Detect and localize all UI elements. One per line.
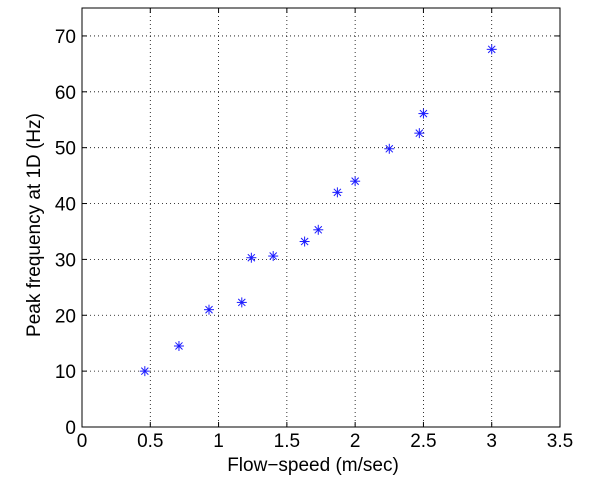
y-tick-label: 0 bbox=[65, 418, 76, 439]
y-tick-label: 60 bbox=[55, 83, 76, 104]
x-tick-label: 2 bbox=[350, 431, 361, 452]
x-tick-label: 1 bbox=[213, 431, 224, 452]
axis-ticks bbox=[81, 8, 561, 428]
data-point-asterisk bbox=[414, 128, 425, 139]
asterisk-stroke bbox=[487, 45, 496, 54]
x-tick-label: 0 bbox=[77, 431, 88, 452]
data-point-asterisk bbox=[418, 108, 429, 119]
x-axis-tick-labels: 0 0.5 1 1.5 2 2.5 3 3.5 bbox=[77, 431, 574, 452]
asterisk-stroke bbox=[175, 342, 183, 350]
asterisk-stroke bbox=[300, 237, 309, 246]
asterisk-stroke bbox=[140, 367, 149, 376]
data-point-asterisk bbox=[313, 224, 324, 235]
asterisk-stroke bbox=[205, 305, 213, 314]
asterisk-stroke bbox=[385, 144, 394, 153]
x-tick-label: 2.5 bbox=[410, 431, 436, 452]
asterisk-stroke bbox=[247, 253, 256, 262]
asterisk-stroke bbox=[269, 252, 278, 260]
data-point-asterisk bbox=[204, 304, 215, 315]
asterisk-stroke bbox=[415, 129, 424, 138]
data-point-asterisk bbox=[246, 252, 257, 263]
y-tick-label: 50 bbox=[55, 139, 76, 160]
y-tick-label: 40 bbox=[55, 195, 76, 216]
y-tick-label: 70 bbox=[55, 27, 76, 48]
asterisk-stroke bbox=[419, 109, 428, 118]
data-point-asterisk bbox=[384, 143, 395, 154]
y-tick-label: 10 bbox=[55, 362, 76, 383]
data-points bbox=[139, 44, 497, 377]
asterisk-stroke bbox=[351, 177, 360, 186]
x-tick-label: 1.5 bbox=[274, 431, 300, 452]
plot-area-frame bbox=[81, 7, 561, 428]
y-tick-label: 30 bbox=[55, 250, 76, 271]
asterisk-stroke bbox=[333, 188, 342, 197]
x-tick-label: 3.5 bbox=[547, 431, 573, 452]
data-point-asterisk bbox=[486, 44, 497, 55]
asterisk-stroke bbox=[314, 225, 323, 234]
x-axis-label: Flow−speed (m/sec) bbox=[227, 455, 399, 476]
y-axis-label: Peak frequency at 1D (Hz) bbox=[24, 113, 45, 337]
data-point-asterisk bbox=[173, 340, 184, 351]
y-axis-tick-labels: 0 10 20 30 40 50 60 70 bbox=[55, 27, 76, 439]
data-point-asterisk bbox=[299, 236, 310, 247]
data-point-asterisk bbox=[332, 187, 343, 198]
asterisk-stroke bbox=[237, 298, 246, 307]
data-point-asterisk bbox=[139, 366, 150, 377]
x-tick-label: 0.5 bbox=[137, 431, 163, 452]
x-tick-label: 3 bbox=[486, 431, 497, 452]
data-point-asterisk bbox=[350, 176, 361, 187]
data-point-asterisk bbox=[268, 251, 279, 262]
data-point-asterisk bbox=[236, 297, 247, 308]
y-tick-label: 20 bbox=[55, 306, 76, 327]
